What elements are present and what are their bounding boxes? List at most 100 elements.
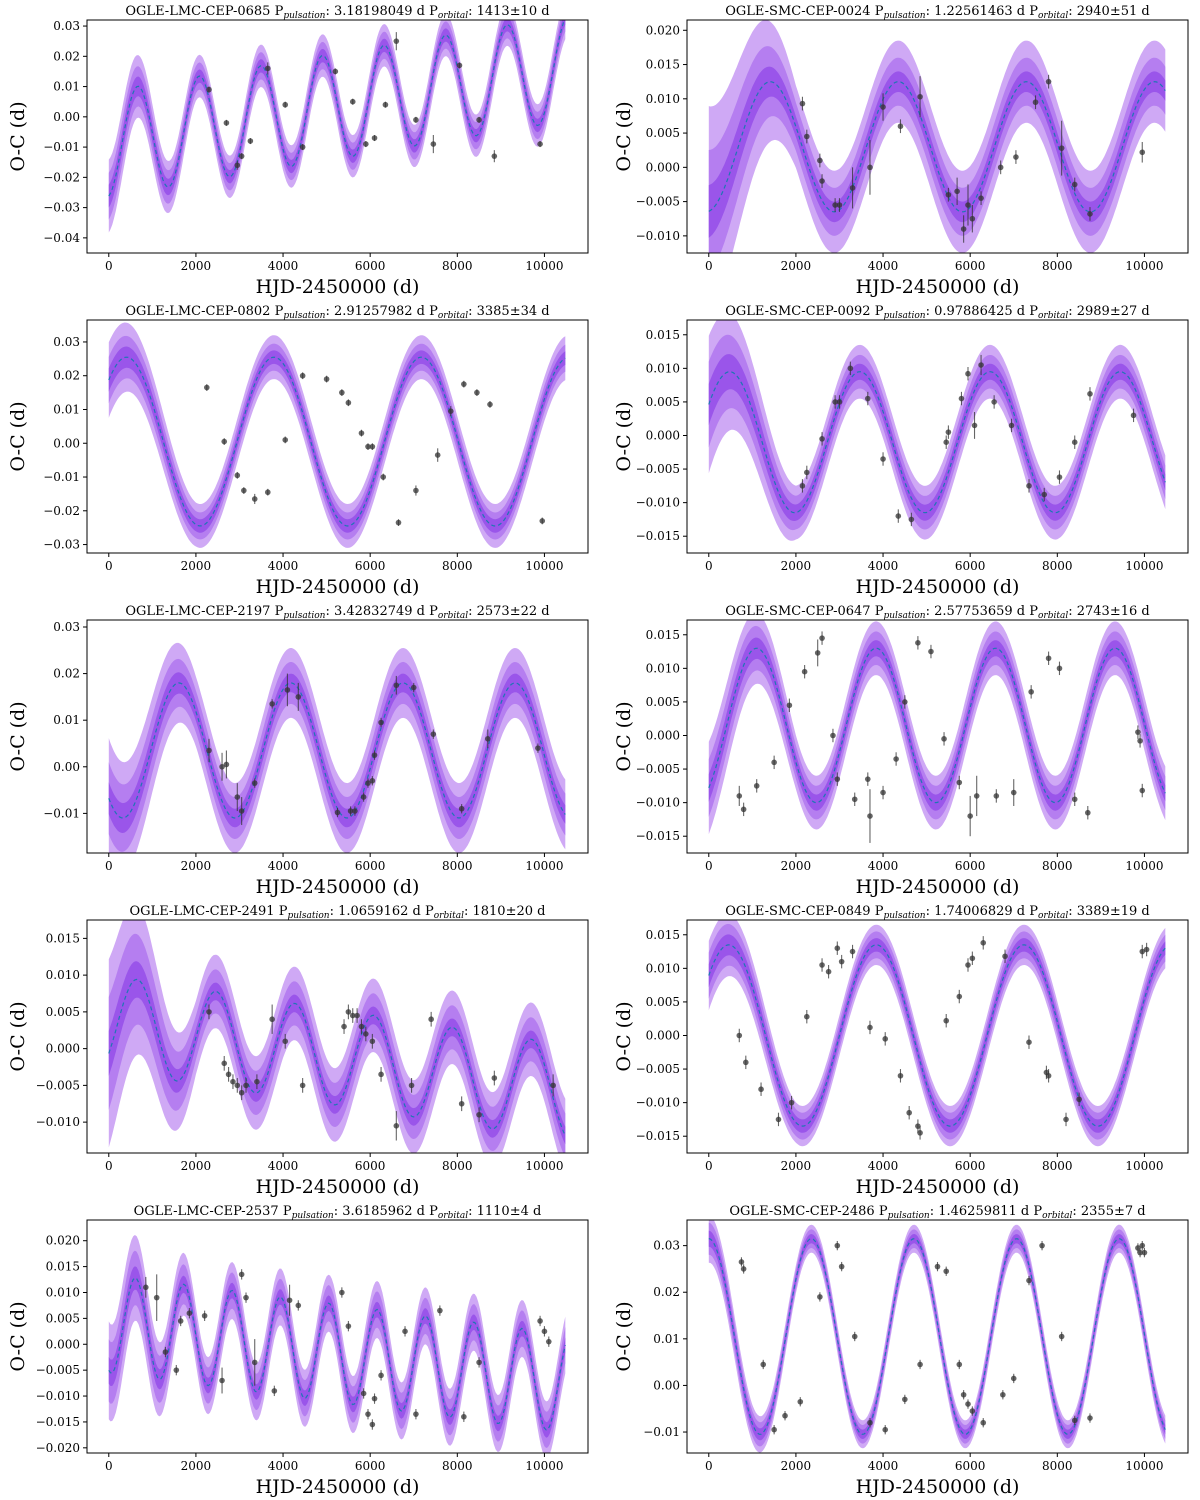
data-point [830,728,836,743]
data-point [902,695,908,709]
chart-svg: 0 2000 4000 6000 8000 10000 −0.015 −0.010 −0.005… [613,304,1189,598]
model-band-outer [108,20,566,233]
data-point [1010,1373,1017,1384]
data-point [339,1287,345,1298]
data-point [295,682,302,711]
data-point [186,1308,193,1319]
data-point [799,479,806,493]
y-tick-label: −0.01 [43,470,80,484]
x-tick-label: 6000 [355,1159,386,1173]
data-point [241,487,247,494]
data-point [915,1119,921,1133]
data-point [251,778,258,788]
x-axis-label: HJD-2450000 (d) [256,276,420,298]
data-point [819,174,825,188]
y-tick-label: 0.010 [646,361,680,375]
data-point [221,1055,228,1071]
data-point [352,806,358,816]
data-point [969,205,976,233]
data-point [956,989,963,1004]
data-point [867,139,873,195]
data-point [271,1385,278,1397]
y-tick-label: −0.010 [636,496,680,510]
data-point [1071,1415,1078,1426]
data-point [832,395,838,409]
data-point [945,187,952,202]
data-point [221,438,228,445]
y-tick-label: 0.005 [646,395,680,409]
data-point [378,717,384,728]
data-point [804,129,810,144]
x-tick-label: 0 [105,1459,113,1473]
y-tick-label: 0.000 [46,1337,80,1351]
panel-title: OGLE-SMC-CEP-0647 Ppulsation: 2.57753659… [725,604,1149,621]
data-point [341,1019,347,1034]
data-point [345,399,352,407]
data-point [1045,1069,1052,1083]
data-point [413,485,419,496]
axes-frame [86,919,589,1154]
x-tick-label: 2000 [781,559,812,573]
data-point [1010,779,1017,806]
data-point [838,954,845,969]
chart-panel: 0 2000 4000 6000 8000 10000 −0.015 −0.010 −0.005… [600,900,1200,1200]
data-point [550,1074,556,1097]
data-point [834,772,841,786]
y-tick-label: −0.020 [36,1441,80,1455]
data-point [201,1310,208,1321]
x-tick-label: 6000 [955,259,986,273]
y-tick-label: −0.01 [643,1425,680,1439]
data-point [1026,1035,1032,1049]
data-point [410,682,417,693]
data-point [1130,408,1137,423]
x-tick-label: 8000 [1042,559,1073,573]
data-point [413,116,419,123]
data-point [349,98,356,105]
data-point [897,119,904,134]
chart-svg: 0 2000 4000 6000 8000 10000 −0.01 0.00 0.01 0.02 0… [613,1204,1189,1498]
data-point [243,1078,249,1093]
axes-frame [86,1219,589,1454]
data-point [895,509,902,523]
y-tick-label: 0.02 [53,667,80,681]
data-point [993,789,1000,803]
x-tick-label: 0 [705,859,713,873]
x-tick-label: 8000 [442,559,473,573]
data-point [915,636,921,650]
x-tick-label: 10000 [525,859,563,873]
model-band-mid [708,334,1166,531]
x-tick-label: 10000 [1125,1159,1163,1173]
data-point [797,1397,804,1407]
data-point [786,698,793,712]
data-point [369,443,376,451]
data-point [238,1269,245,1280]
model-band-mid [708,923,1166,1140]
data-point [345,1004,352,1020]
y-tick-label: −0.015 [36,1415,80,1429]
data-point [928,644,934,659]
data-point [282,436,289,444]
x-tick-label: 0 [705,1459,713,1473]
y-tick-label: −0.005 [36,1363,80,1377]
data-point [1000,1390,1006,1400]
y-tick-label: 0.015 [646,928,680,942]
y-tick-label: 0.00 [53,760,80,774]
data-point [334,807,341,818]
data-point [965,1399,971,1409]
data-point [882,1032,889,1046]
data-point [358,429,365,437]
data-point [177,1315,184,1327]
y-tick-label: −0.010 [636,796,680,810]
data-point [456,62,463,69]
chart-panel: 0 2000 4000 6000 8000 10000 −0.010 −0.005 0.000 0… [0,900,600,1200]
data-point [299,144,306,151]
y-tick-label: 0.015 [46,1260,80,1274]
data-point [882,1425,889,1435]
y-tick-label: 0.015 [46,931,80,945]
chart-svg: 0 2000 4000 6000 8000 10000 −0.010 −0.005 0.000 0… [7,904,589,1198]
data-point [965,958,971,972]
y-tick-label: 0.010 [46,1285,80,1299]
panel-title: OGLE-SMC-CEP-0092 Ppulsation: 0.97886425… [725,304,1149,321]
chart-panel: 0 2000 4000 6000 8000 10000 −0.020 −0.015 −0.010… [0,1200,600,1500]
